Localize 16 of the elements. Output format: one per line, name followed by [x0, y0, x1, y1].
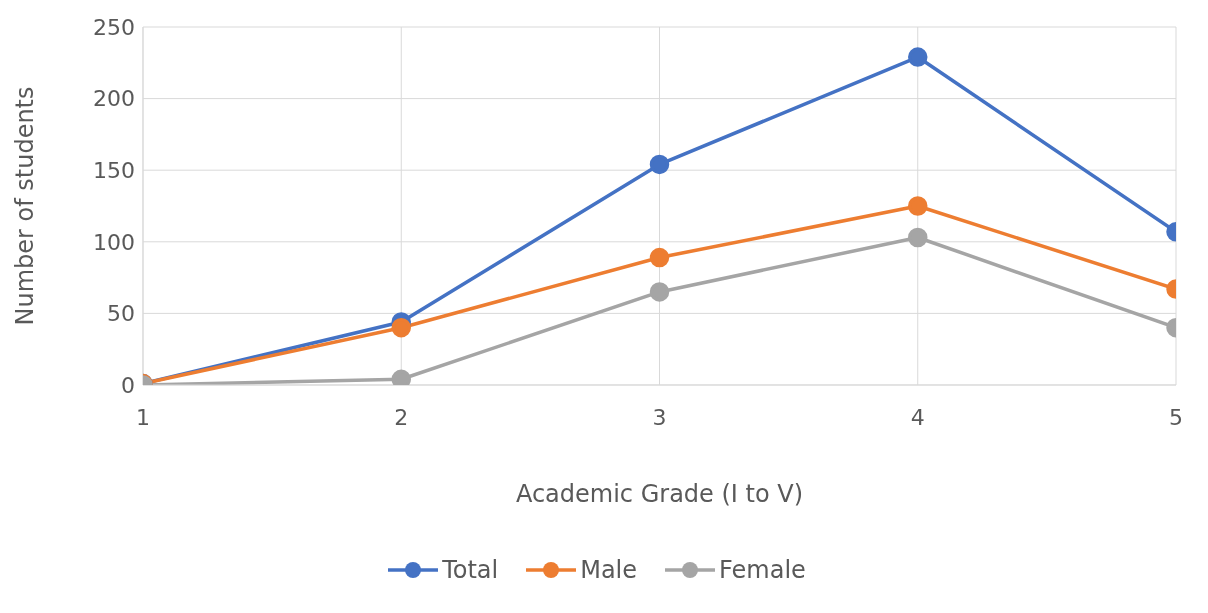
- y-axis-title: Number of students: [10, 86, 39, 326]
- x-tick-label: 2: [394, 404, 409, 430]
- y-tick-label: 200: [93, 86, 135, 112]
- x-tick-label: 1: [136, 404, 150, 430]
- x-axis-title: Academic Grade (I to V): [515, 480, 804, 509]
- x-tick-label: 3: [652, 404, 667, 430]
- y-tick-label: 100: [93, 229, 135, 255]
- y-tick-label: 250: [93, 14, 135, 40]
- y-tick-label: 150: [93, 158, 135, 184]
- y-tick-label: 50: [107, 301, 135, 327]
- y-tick-label: 0: [121, 372, 135, 398]
- x-tick-label: 5: [1169, 404, 1183, 430]
- legend-label: Male: [580, 556, 638, 584]
- legend-label: Female: [719, 556, 806, 584]
- legend-label: Total: [442, 556, 499, 584]
- x-tick-label: 4: [910, 404, 925, 430]
